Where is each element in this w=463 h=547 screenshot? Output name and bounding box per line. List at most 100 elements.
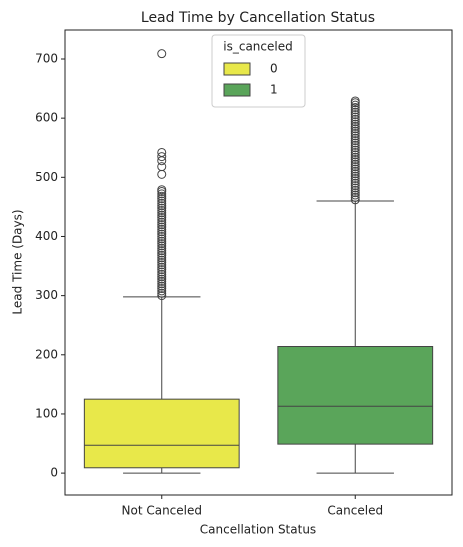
legend-swatch xyxy=(223,62,251,76)
outlier xyxy=(157,279,167,289)
outlier xyxy=(350,164,360,174)
outlier xyxy=(157,224,167,234)
outlier xyxy=(350,171,360,181)
outlier xyxy=(350,121,360,131)
outlier xyxy=(157,267,167,277)
outlier xyxy=(350,147,360,157)
outlier xyxy=(157,262,167,272)
outlier xyxy=(157,231,167,241)
outlier xyxy=(157,213,167,223)
outlier xyxy=(350,188,360,198)
box xyxy=(277,346,434,445)
outlier xyxy=(350,159,360,169)
outlier xyxy=(350,103,360,112)
box xyxy=(83,398,240,469)
outlier xyxy=(157,203,167,213)
outlier xyxy=(157,229,167,239)
outlier xyxy=(157,196,167,206)
y-tick-label: 200 xyxy=(35,347,58,361)
outlier xyxy=(157,281,167,291)
legend-label: 1 xyxy=(270,83,278,97)
legend-swatch xyxy=(223,83,251,97)
outlier xyxy=(350,143,360,153)
outlier xyxy=(157,241,167,251)
outlier xyxy=(350,110,360,120)
outlier xyxy=(157,208,167,218)
outlier xyxy=(157,260,167,270)
outlier xyxy=(157,258,167,267)
outlier xyxy=(157,49,167,59)
plot-frame xyxy=(64,29,453,496)
outlier xyxy=(157,191,167,201)
x-axis-label: Cancellation Status xyxy=(200,523,316,537)
outlier xyxy=(350,155,360,165)
outlier xyxy=(157,185,167,195)
y-axis-label: Lead Time (Days) xyxy=(11,209,25,314)
legend-title: is_canceled xyxy=(223,40,292,54)
outlier xyxy=(350,157,360,167)
y-tick-label: 400 xyxy=(35,229,58,243)
outlier xyxy=(157,269,167,279)
outlier xyxy=(157,248,167,258)
y-tick-label: 600 xyxy=(35,111,58,125)
y-tick-label: 0 xyxy=(50,466,58,480)
outlier xyxy=(157,189,167,199)
outlier xyxy=(350,169,360,179)
outlier xyxy=(157,250,167,260)
outlier xyxy=(350,150,360,160)
outlier xyxy=(350,145,360,155)
outlier xyxy=(350,96,360,106)
outlier xyxy=(157,215,167,225)
outlier xyxy=(157,220,167,230)
outlier xyxy=(350,181,360,191)
outlier xyxy=(157,286,167,296)
outlier xyxy=(350,129,360,139)
outlier xyxy=(350,162,360,172)
outlier xyxy=(157,276,167,286)
outlier xyxy=(157,253,167,263)
outlier xyxy=(350,152,360,162)
outlier xyxy=(350,131,360,141)
outlier xyxy=(350,117,360,127)
x-tick-label: Not Canceled xyxy=(122,504,203,518)
outlier xyxy=(350,173,360,183)
outlier xyxy=(157,246,167,256)
outlier xyxy=(350,119,360,129)
outlier xyxy=(350,178,360,188)
outlier xyxy=(157,288,167,298)
chart-title: Lead Time by Cancellation Status xyxy=(141,10,375,26)
outlier xyxy=(350,192,360,202)
outlier xyxy=(350,112,360,122)
y-tick-label: 100 xyxy=(35,406,58,420)
outlier xyxy=(157,210,167,220)
outlier xyxy=(157,265,167,275)
outlier xyxy=(157,217,167,227)
outlier xyxy=(350,140,360,150)
outlier xyxy=(350,124,360,134)
legend-label: 0 xyxy=(270,62,278,76)
outlier xyxy=(350,176,360,186)
outlier xyxy=(157,169,167,179)
y-tick-label: 300 xyxy=(35,288,58,302)
outlier xyxy=(350,105,360,115)
outlier xyxy=(157,198,167,208)
outlier xyxy=(157,162,167,172)
outlier xyxy=(350,100,360,110)
outlier xyxy=(350,136,360,146)
outlier xyxy=(157,227,167,237)
y-tick-label: 500 xyxy=(35,170,58,184)
outlier xyxy=(350,185,360,195)
outlier xyxy=(350,138,360,148)
outlier xyxy=(157,194,167,204)
outlier xyxy=(157,201,167,211)
outlier xyxy=(157,291,167,301)
outlier xyxy=(157,222,167,232)
x-tick-label: Canceled xyxy=(327,504,383,518)
outlier xyxy=(350,166,360,176)
outlier xyxy=(157,239,167,249)
outlier xyxy=(350,114,360,124)
outlier xyxy=(350,126,360,136)
outlier xyxy=(157,147,167,157)
outlier xyxy=(157,284,167,294)
